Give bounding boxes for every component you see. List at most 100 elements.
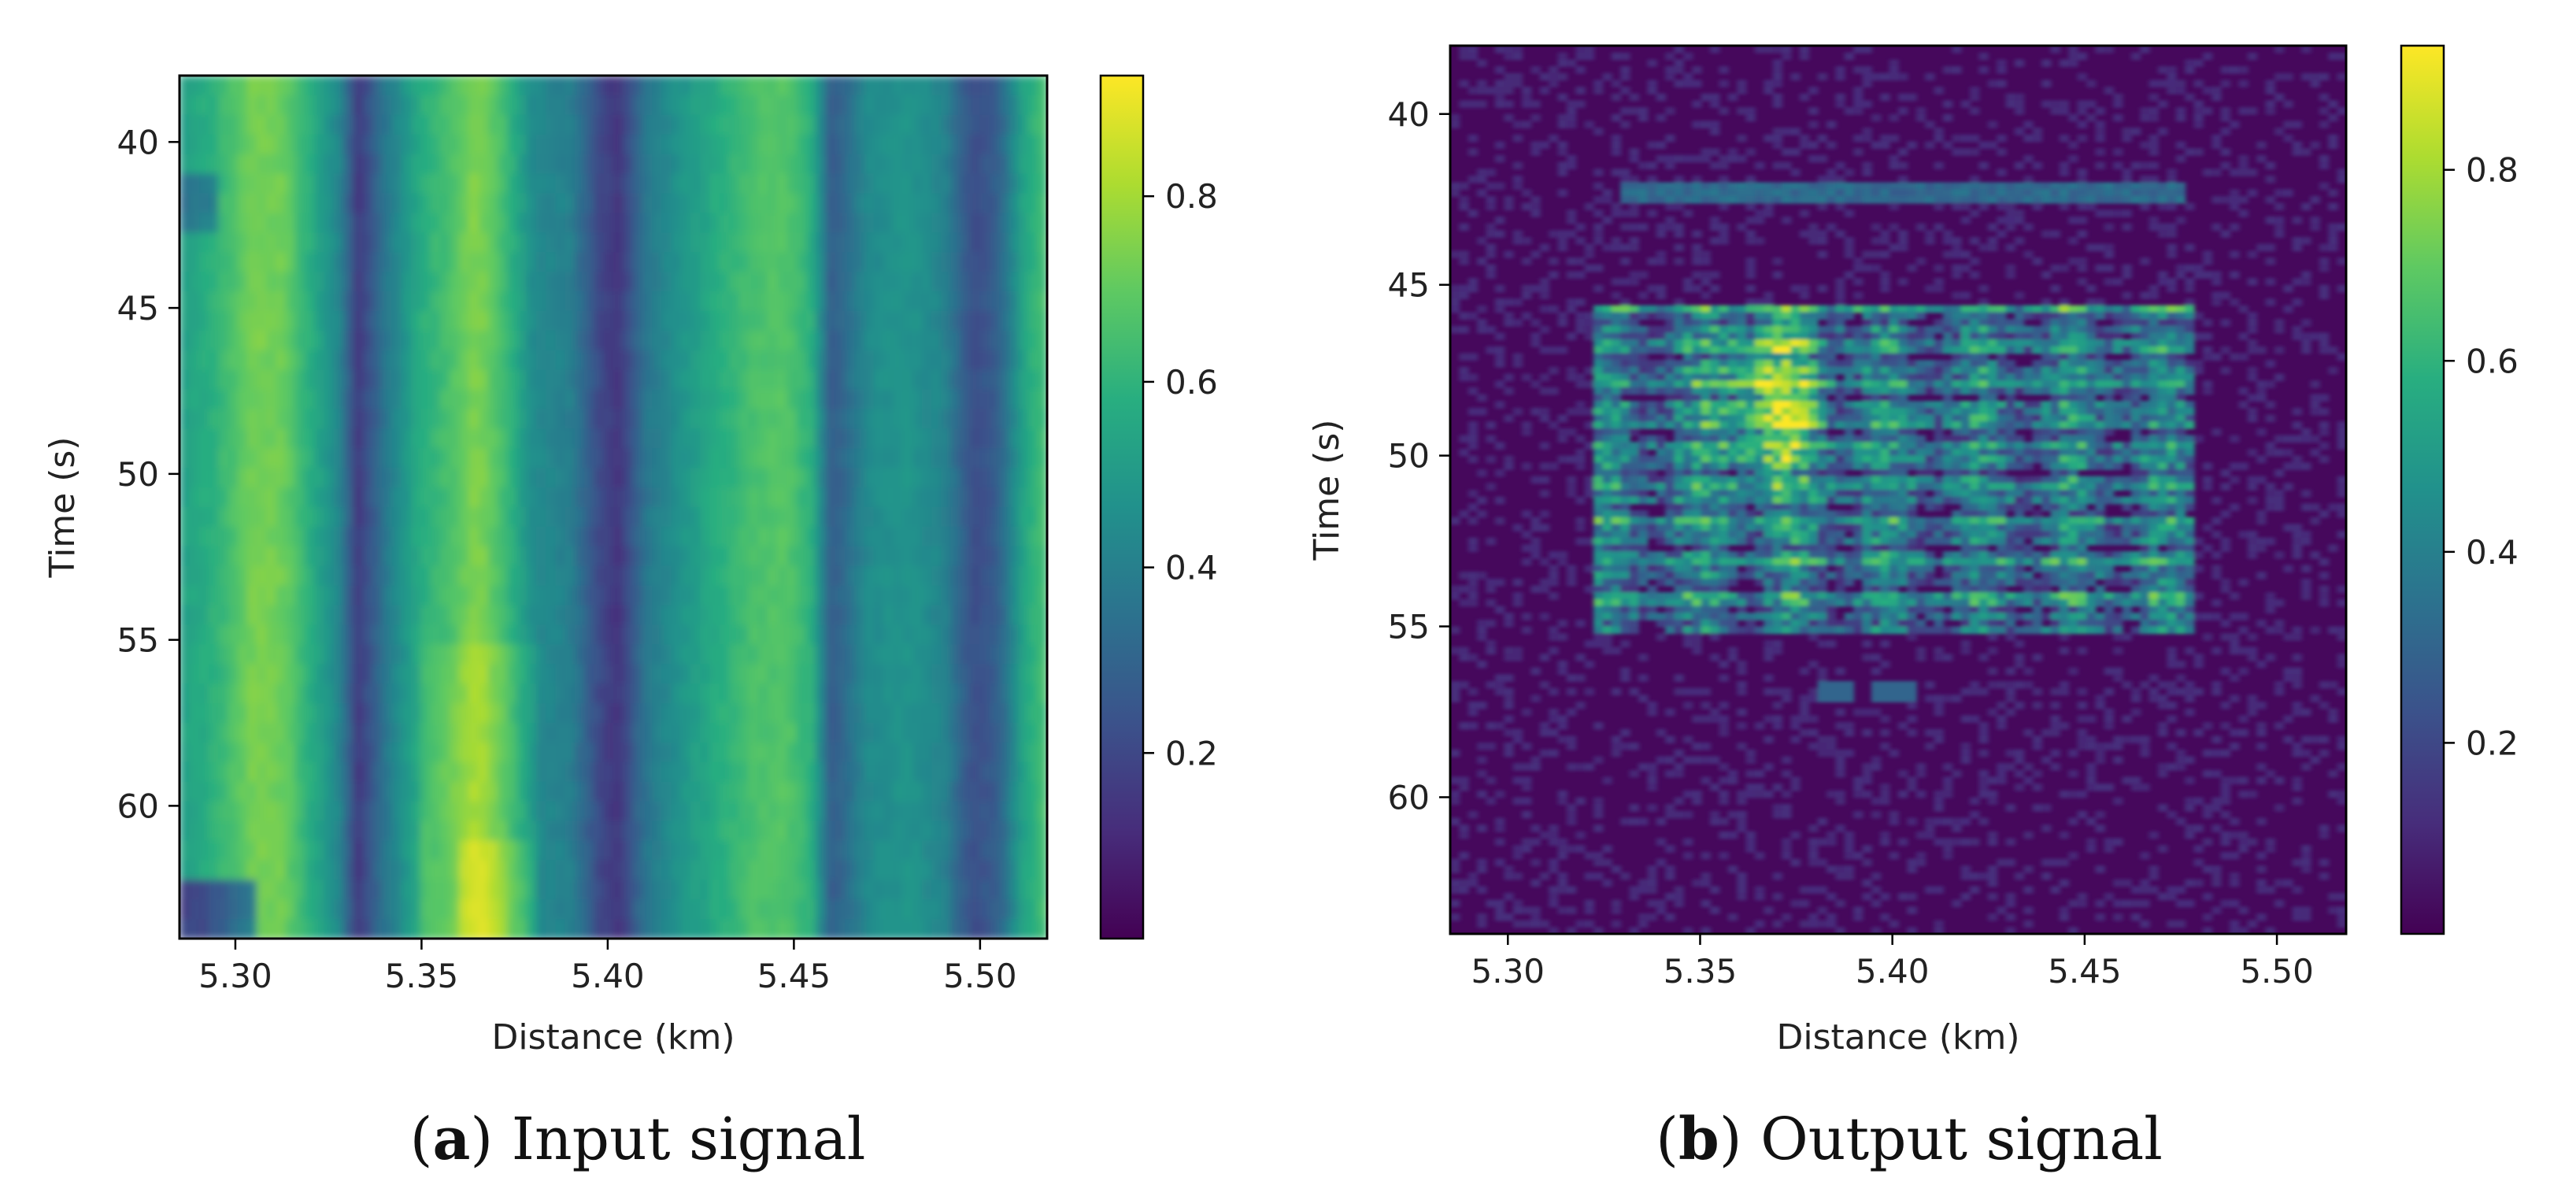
heat-cell [1710, 161, 1720, 170]
heat-cell [825, 193, 836, 214]
heat-cell [1575, 66, 1586, 74]
heat-cell [989, 272, 1000, 292]
heat-cell [661, 801, 672, 822]
heat-cell [294, 330, 306, 351]
heat-cell [180, 232, 191, 254]
heat-cell [468, 213, 479, 234]
heat-cell [2014, 189, 2025, 197]
heat-cell [1477, 87, 1487, 94]
heat-cell [237, 487, 248, 508]
heat-cell [391, 742, 402, 763]
heat-cell [989, 546, 1000, 567]
heat-cell [931, 389, 942, 410]
heat-cell [401, 526, 412, 547]
heat-cell [632, 134, 643, 155]
heat-cell [180, 330, 191, 351]
heat-cell [603, 272, 614, 292]
heat-cell [825, 389, 836, 410]
heat-cell [652, 369, 663, 391]
heat-cell [487, 291, 498, 312]
heat-cell [1512, 134, 1523, 143]
heat-cell [767, 664, 779, 685]
heat-cell [401, 919, 412, 939]
heat-cell [468, 899, 479, 920]
heat-cell [439, 703, 450, 724]
heat-cell [1620, 66, 1630, 74]
heat-cell [1009, 232, 1020, 254]
heat-cell [2005, 264, 2015, 272]
heat-cell [237, 76, 248, 96]
heat-cell [180, 585, 191, 606]
heat-cell [931, 723, 942, 743]
heat-cell [266, 310, 277, 331]
heat-cell [478, 272, 489, 292]
heat-cell [873, 114, 884, 135]
heat-cell [950, 154, 961, 175]
heat-cell [1790, 169, 1801, 176]
heat-cell [2167, 169, 2177, 176]
heat-cell [1037, 742, 1047, 763]
heat-cell [1674, 195, 1684, 204]
heat-cell [2059, 189, 2070, 197]
heat-cell [960, 781, 971, 802]
heat-cell [246, 409, 257, 430]
heat-cell [401, 840, 412, 861]
heat-cell [2328, 141, 2338, 150]
heat-cell [594, 350, 605, 371]
heat-cell [2167, 202, 2177, 211]
heat-cell [333, 134, 345, 155]
heat-cell [700, 723, 711, 743]
heat-cell [893, 507, 904, 528]
heat-cell [1611, 52, 1622, 61]
heat-cell [189, 291, 200, 312]
heat-cell [305, 565, 316, 587]
heat-cell [1486, 169, 1496, 176]
heat-cell [844, 526, 856, 547]
heat-cell [401, 369, 412, 391]
heat-cell [816, 94, 827, 116]
heat-cell [661, 487, 672, 508]
heat-cell [1486, 195, 1496, 204]
heat-cell [652, 624, 663, 646]
heat-cell [912, 742, 923, 763]
heat-cell [314, 134, 325, 155]
heat-cell [844, 76, 856, 96]
heat-cell [613, 723, 624, 743]
heat-cell [931, 840, 942, 861]
heat-cell [208, 291, 219, 312]
heat-cell [2230, 195, 2240, 204]
heat-cell [1009, 546, 1020, 567]
heat-cell [2202, 169, 2213, 176]
heat-cell [921, 683, 932, 705]
heat-cell [1907, 264, 1917, 272]
heat-cell [1009, 801, 1020, 822]
heat-cell [1566, 154, 1577, 163]
heat-cell [555, 507, 566, 528]
heat-cell [2310, 216, 2320, 224]
heat-cell [237, 134, 248, 155]
heat-cell [960, 487, 971, 508]
heat-cell [690, 134, 701, 155]
heat-cell [777, 310, 788, 331]
heat-cell [738, 369, 749, 391]
heat-cell [487, 507, 498, 528]
heat-cell [728, 428, 740, 450]
heat-cell [1018, 742, 1029, 763]
heat-cell [835, 193, 846, 214]
heat-cell [902, 880, 913, 901]
heat-cell [1737, 154, 1747, 163]
heat-cell [1701, 278, 1711, 286]
heat-cell [1566, 120, 1577, 129]
heat-cell [564, 487, 576, 508]
heat-cell [2104, 87, 2115, 94]
heat-cell [218, 369, 229, 391]
heat-cell [738, 703, 749, 724]
heat-cell [1037, 487, 1047, 508]
heat-cell [796, 369, 807, 391]
heat-cell [420, 193, 431, 214]
heat-cell [921, 801, 932, 822]
heat-cell [642, 213, 653, 234]
heat-cell [257, 565, 268, 587]
heat-cell [305, 114, 316, 135]
y-tick-label: 40 [117, 123, 159, 161]
